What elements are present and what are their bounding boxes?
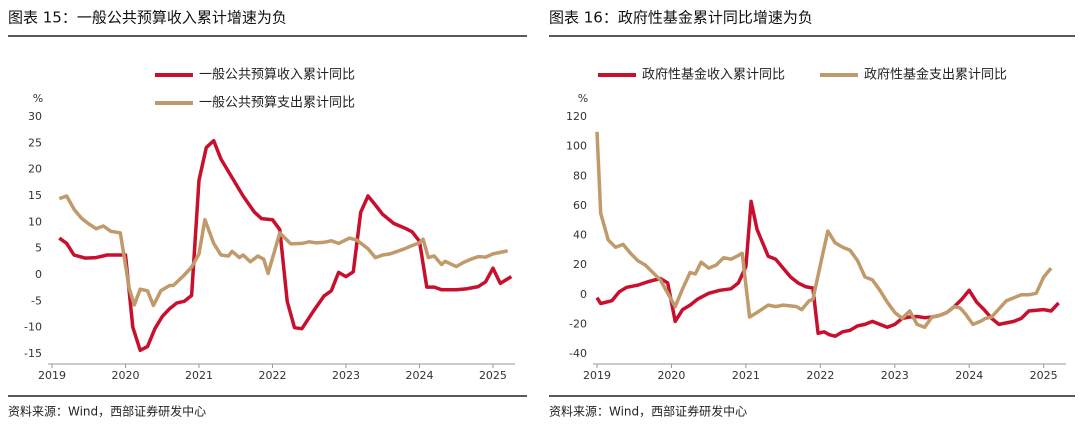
legend-label: 政府性基金支出累计同比: [864, 67, 1007, 83]
legend-label: 一般公共预算收入累计同比: [199, 67, 355, 83]
y-axis-label: %: [578, 92, 588, 105]
y-tick-label: 0: [35, 268, 42, 281]
y-tick-label: 20: [28, 163, 42, 176]
x-tick-label: 2025: [479, 369, 507, 382]
y-tick-label: 15: [28, 189, 42, 202]
x-tick-label: 2020: [657, 369, 685, 382]
y-tick-label: 80: [573, 169, 587, 182]
y-tick-label: 30: [28, 110, 42, 123]
chart-title: 图表 16：政府性基金累计同比增速为负: [549, 9, 813, 27]
legend-label: 政府性基金收入累计同比: [642, 67, 785, 83]
x-tick-label: 2019: [583, 369, 611, 382]
y-tick-label: 5: [35, 242, 42, 255]
source-note: 资料来源：Wind，西部证券研发中心: [549, 404, 747, 419]
chart-title: 图表 15：一般公共预算收入累计增速为负: [8, 9, 287, 27]
x-tick-label: 2022: [258, 369, 286, 382]
y-tick-label: -20: [569, 317, 587, 330]
y-tick-label: 60: [573, 199, 587, 212]
y-tick-label: 100: [566, 140, 587, 153]
y-tick-label: -15: [24, 347, 42, 360]
x-tick-label: 2020: [111, 369, 139, 382]
x-tick-label: 2023: [332, 369, 360, 382]
source-note: 资料来源：Wind，西部证券研发中心: [8, 404, 206, 419]
series-line: [58, 138, 513, 353]
y-tick-label: -40: [569, 347, 587, 360]
y-tick-label: 40: [573, 229, 587, 242]
y-tick-label: -5: [31, 294, 42, 307]
x-tick-label: 2024: [405, 369, 433, 382]
x-tick-label: 2023: [881, 369, 909, 382]
y-tick-label: 25: [28, 136, 42, 149]
y-tick-label: 0: [580, 288, 587, 301]
legend-label: 一般公共预算支出累计同比: [199, 95, 355, 111]
y-tick-label: 20: [573, 258, 587, 271]
x-tick-label: 2019: [38, 369, 66, 382]
series-line: [595, 199, 1060, 338]
y-tick-label: 10: [28, 215, 42, 228]
y-axis-label: %: [33, 92, 43, 105]
x-tick-label: 2022: [806, 369, 834, 382]
x-tick-label: 2021: [732, 369, 760, 382]
y-tick-label: 120: [566, 110, 587, 123]
series-line: [595, 131, 1053, 330]
x-tick-label: 2025: [1030, 369, 1058, 382]
x-tick-label: 2024: [955, 369, 983, 382]
x-tick-label: 2021: [185, 369, 213, 382]
y-tick-label: -10: [24, 321, 42, 334]
series-line: [58, 194, 509, 308]
